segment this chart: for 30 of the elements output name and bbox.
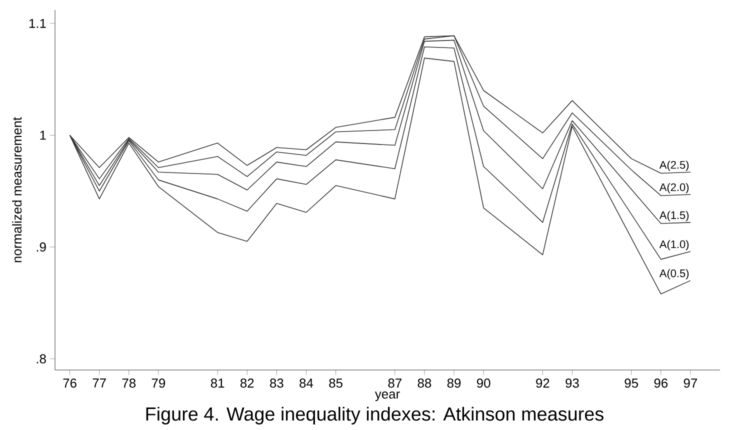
- y-tick-label: 1.1: [29, 18, 46, 28]
- series-label: A(2.0): [659, 183, 689, 194]
- y-tick-label: .8: [36, 354, 46, 364]
- series-label: A(0.5): [659, 269, 689, 280]
- x-tick-label: 84: [300, 378, 314, 388]
- x-tick-label: 93: [566, 378, 579, 388]
- series-label: A(1.0): [659, 240, 689, 250]
- y-tick-label: 1: [40, 130, 46, 140]
- x-tick-label: 79: [152, 378, 166, 388]
- y-axis-title: normalized measurement: [12, 117, 22, 262]
- x-axis-title: year: [374, 392, 400, 402]
- x-tick-label: 95: [624, 378, 638, 388]
- x-tick-label: 78: [122, 378, 136, 388]
- caption: Figure 4. Wage inequality indexes: Atkinson measures: [146, 406, 604, 424]
- series-label: A(2.5): [659, 160, 689, 171]
- y-tick-label: .9: [36, 242, 46, 252]
- x-tick-label: 77: [92, 378, 106, 388]
- x-tick-label: 89: [447, 378, 461, 388]
- x-tick-label: 82: [240, 378, 254, 388]
- x-tick-label: 81: [210, 378, 224, 388]
- x-tick-label: 90: [476, 378, 490, 388]
- x-tick-label: 96: [654, 378, 668, 388]
- series-label: A(1.5): [659, 211, 689, 222]
- x-tick-label: 88: [418, 378, 432, 388]
- x-tick-label: 85: [329, 378, 342, 388]
- x-tick-label: 76: [63, 378, 76, 388]
- x-tick-label: 97: [684, 378, 697, 388]
- x-tick-label: 92: [536, 378, 550, 388]
- x-tick-label: 87: [388, 378, 402, 388]
- x-tick-label: 83: [270, 378, 284, 388]
